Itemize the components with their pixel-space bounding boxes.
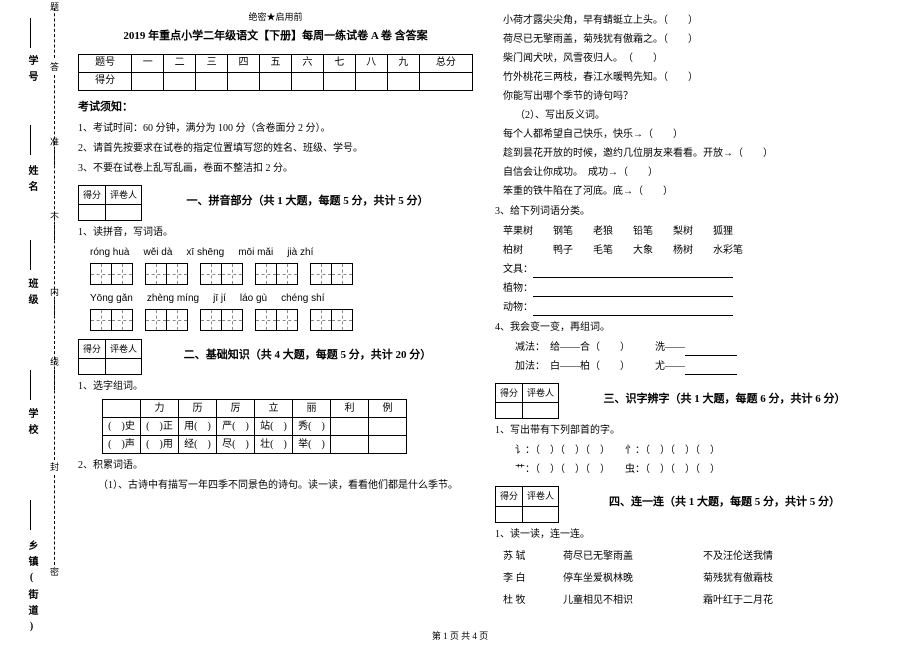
poem-line: 柴门闻犬吠，风雪夜归人。 （ ） <box>495 51 890 67</box>
seal-line <box>54 8 55 58</box>
exam-title: 2019 年重点小学二年级语文【下册】每周一练试卷 A 卷 含答案 <box>78 28 473 46</box>
question-2-2-sub1: （1）、古诗中有描写一年四季不同景色的诗句。读一读，看看他们都是什么季节。 <box>78 478 473 494</box>
section-score-box: 得分评卷人 三、识字辨字（共 1 大题，每题 6 分，共计 6 分） <box>495 383 890 419</box>
th: 一 <box>132 54 164 72</box>
side-label-name: 姓名 <box>24 165 39 197</box>
side-label-school: 学校 <box>24 408 39 440</box>
side-underline <box>30 125 31 155</box>
th: 六 <box>291 54 323 72</box>
section-1-title: 一、拼音部分（共 1 大题，每题 5 分，共计 5 分） <box>142 185 473 211</box>
word-list: 苹果树 钢笔 老狼 铅笔 梨树 狐狸 <box>495 224 890 240</box>
td: 得分 <box>79 72 132 90</box>
side-underline <box>30 500 31 530</box>
question-2-1: 1、选字组词。 <box>78 379 473 395</box>
question-4-1: 1、读一读，连一连。 <box>495 527 890 543</box>
pinyin-row: Yōnɡ ɡǎn zhènɡ mínɡ jī jí láo ɡù chénɡ s… <box>90 291 473 307</box>
match-row: 杜 牧儿童相见不相识霜叶红于二月花 <box>495 593 890 609</box>
question-2-3: 3、给下列词语分类。 <box>495 204 890 220</box>
table-row: ( )声( )用经( )尽( )壮( )举( ) <box>103 436 407 454</box>
antonym-line: 每个人都希望自己快乐，快乐→（ ） <box>495 127 890 143</box>
page-footer: 第 1 页 共 4 页 <box>0 629 920 642</box>
side-underline <box>30 370 31 400</box>
section-score-box: 得分评卷人 一、拼音部分（共 1 大题，每题 5 分，共计 5 分） <box>78 185 473 221</box>
poem-line: 小荷才露尖尖角，早有蜻蜓立上头。（ ） <box>495 13 890 29</box>
rule-item: 3、不要在试卷上乱写乱画，卷面不整洁扣 2 分。 <box>78 161 473 177</box>
top-secret-label: 绝密★启用前 <box>78 10 473 24</box>
binding-sidebar: 乡镇(街道) 学校 班级 姓名 学号 密 封 线 内 不 准 答 题 <box>0 0 60 650</box>
poem-line: 荷尽已无擎雨盖，菊残犹有傲霜之。（ ） <box>495 32 890 48</box>
question-2-2-sub2: （2）、写出反义词。 <box>495 108 890 124</box>
match-row: 李 白停车坐爱枫林晚菊残犹有傲霜枝 <box>495 571 890 587</box>
seal-char: 题 <box>50 0 59 13</box>
category-plants: 植物： <box>495 281 890 297</box>
tianzi-row <box>90 263 473 285</box>
th: 题号 <box>79 54 132 72</box>
poem-line: 竹外桃花三两枝，春江水暖鸭先知。（ ） <box>495 70 890 86</box>
seal-char: 封 <box>50 460 59 473</box>
section-2-title: 二、基础知识（共 4 大题，每题 5 分，共计 20 分） <box>142 339 473 365</box>
section-3-title: 三、识字辨字（共 1 大题，每题 6 分，共计 6 分） <box>559 383 890 409</box>
section-score-box: 得分评卷人 四、连一连（共 1 大题，每题 5 分，共计 5 分） <box>495 486 890 522</box>
side-label-township: 乡镇(街道) <box>24 540 39 638</box>
th: 八 <box>355 54 387 72</box>
radical-line: 讠：（ ）（ ）（ ） 忄：（ ）（ ）（ ） <box>495 443 890 459</box>
question-3-1: 1、写出带有下列部首的字。 <box>495 423 890 439</box>
question-2-2: 2、积累词语。 <box>78 458 473 474</box>
table-row: 力历厉立丽利例 <box>103 400 407 418</box>
match-row: 苏 轼荷尽已无擎雨盖不及汪伦送我情 <box>495 549 890 565</box>
grader-table: 得分评卷人 <box>495 486 559 522</box>
grader-table: 得分评卷人 <box>495 383 559 419</box>
th: 九 <box>387 54 419 72</box>
table-row: 得分 <box>79 72 473 90</box>
side-underline <box>30 240 31 270</box>
table-row: ( )史( )正用( )严( )站( )秀( ) <box>103 418 407 436</box>
table-row: 题号 一 二 三 四 五 六 七 八 九 总分 <box>79 54 473 72</box>
seal-line <box>54 475 55 565</box>
seal-char: 密 <box>50 565 59 578</box>
q2-4-line: 加法： 白——柏（ ） 尤—— <box>495 359 890 375</box>
tianzi-row <box>90 309 473 331</box>
word-list: 柏树 鸭子 毛笔 大象 杨树 水彩笔 <box>495 243 890 259</box>
character-select-table: 力历厉立丽利例 ( )史( )正用( )严( )站( )秀( ) ( )声( )… <box>102 399 407 454</box>
th: 二 <box>164 54 196 72</box>
poem-prompt: 你能写出哪个季节的诗句吗？ <box>495 89 890 105</box>
side-underline <box>30 18 31 48</box>
exam-notice-heading: 考试须知： <box>78 99 473 117</box>
grader-table: 得分评卷人 <box>78 339 142 375</box>
category-stationery: 文具： <box>495 262 890 278</box>
grader-table: 得分评卷人 <box>78 185 142 221</box>
antonym-line: 自信会让你成功。 成功→（ ） <box>495 165 890 181</box>
antonym-line: 趁到昙花开放的时候，邀约几位朋友来看看。开放→（ ） <box>495 146 890 162</box>
antonym-line: 笨重的铁牛陷在了河底。底→（ ） <box>495 184 890 200</box>
category-animals: 动物： <box>495 300 890 316</box>
th: 总分 <box>419 54 472 72</box>
th: 七 <box>323 54 355 72</box>
seal-line <box>54 75 55 165</box>
question-1-1: 1、读拼音，写词语。 <box>78 225 473 241</box>
q2-4-line: 减法： 给——合（ ） 洗—— <box>495 340 890 356</box>
rule-item: 1、考试时间：60 分钟，满分为 100 分（含卷面分 2 分）。 <box>78 121 473 137</box>
th: 三 <box>196 54 228 72</box>
th: 四 <box>228 54 260 72</box>
page-right-column: 小荷才露尖尖角，早有蜻蜓立上头。（ ） 荷尽已无擎雨盖，菊残犹有傲霜之。（ ） … <box>495 10 890 615</box>
section-4-title: 四、连一连（共 1 大题，每题 5 分，共计 5 分） <box>559 486 890 512</box>
pinyin-row: rónɡ huà wěi dà xī shēnɡ mōi mǎi jià zhí <box>90 245 473 261</box>
side-label-class: 班级 <box>24 278 39 310</box>
question-2-4: 4、我会变一变，再组词。 <box>495 320 890 336</box>
rule-item: 2、请首先按要求在试卷的指定位置填写您的姓名、班级、学号。 <box>78 141 473 157</box>
seal-char: 答 <box>50 60 59 73</box>
radical-line: 艹：（ ）（ ）（ ） 虫：（ ）（ ）（ ） <box>495 462 890 478</box>
page-left-column: 绝密★启用前 2019 年重点小学二年级语文【下册】每周一练试卷 A 卷 含答案… <box>78 10 473 497</box>
score-summary-table: 题号 一 二 三 四 五 六 七 八 九 总分 得分 <box>78 54 473 91</box>
exam-rules: 1、考试时间：60 分钟，满分为 100 分（含卷面分 2 分）。 2、请首先按… <box>78 121 473 177</box>
th: 五 <box>259 54 291 72</box>
section-score-box: 得分评卷人 二、基础知识（共 4 大题，每题 5 分，共计 20 分） <box>78 339 473 375</box>
side-label-id: 学号 <box>24 55 39 87</box>
